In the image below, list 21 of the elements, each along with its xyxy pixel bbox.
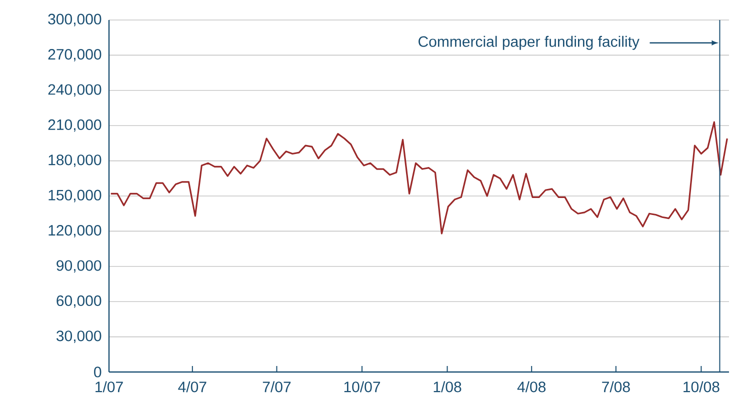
y-tick-label: 30,000 [56,330,102,343]
x-tick-label: 10/08 [684,381,720,392]
ref-line-label: Commercial paper funding facility [418,36,640,50]
y-tick-label: 180,000 [48,154,102,167]
y-tick-label: 210,000 [48,119,102,132]
x-tick-label: 4/07 [178,381,206,392]
y-tick-label: 60,000 [56,295,102,308]
x-tick-label: 1/07 [96,381,123,392]
y-tick-label: 240,000 [48,84,102,97]
x-tick-label: 7/07 [262,381,291,392]
y-tick-label: 300,000 [48,14,102,26]
y-tick-label: 150,000 [48,190,102,202]
line-series [110,121,728,234]
x-tick-label: 1/08 [434,381,462,392]
y-tick-label: 0 [94,366,102,378]
y-tick-label: 120,000 [48,225,102,238]
x-tick-label: 7/08 [602,381,630,392]
x-tick-label: 10/07 [344,381,380,392]
y-tick-label: 90,000 [56,260,102,273]
y-tick-label: 270,000 [48,49,102,62]
x-tick-label: 4/08 [517,381,546,392]
